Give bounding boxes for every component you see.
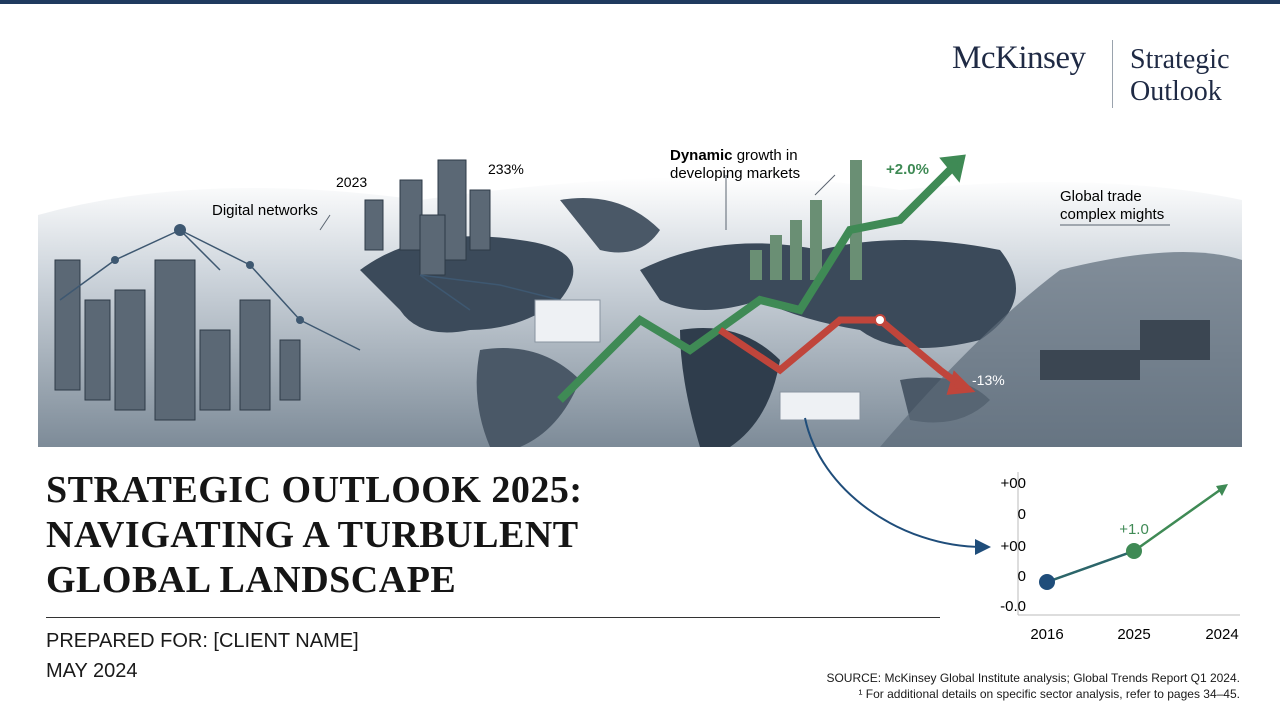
banner-label: 233%	[488, 161, 524, 177]
x-label: 2025	[1117, 626, 1150, 643]
title-line: GLOBAL LANDSCAPE	[46, 559, 457, 601]
x-label: 2016	[1030, 626, 1063, 643]
point-label: +1.0	[1119, 521, 1149, 538]
top-bar	[0, 0, 1280, 4]
y-label: -0.0	[1000, 598, 1026, 615]
y-label: 0	[1018, 506, 1026, 523]
banner-label: developing markets	[670, 165, 800, 182]
banner-label-bold: Dynamic	[670, 147, 733, 164]
y-label: +00	[1001, 538, 1026, 555]
decline-label: -13%	[972, 372, 1005, 388]
title-rule	[46, 617, 940, 618]
banner: Digital networks 2023 233% Dynamic growt…	[38, 147, 1242, 555]
banner-label: Digital networks	[212, 202, 318, 219]
prepared-for: PREPARED FOR: [CLIENT NAME]	[46, 630, 359, 652]
growth-label: +2.0%	[886, 161, 929, 178]
banner-label: growth in	[737, 147, 798, 164]
source: SOURCE: McKinsey Global Institute analys…	[826, 671, 1240, 685]
inset-chart: +1.0 +00 0 +00 0 -0.0 2016 2025 2024	[1000, 472, 1240, 643]
title-line: STRATEGIC OUTLOOK 2025:	[46, 469, 583, 511]
y-label: 0	[1018, 568, 1026, 585]
banner-label: Dynamic growth in	[670, 147, 798, 164]
brand: McKinsey	[952, 40, 1086, 76]
date: MAY 2024	[46, 660, 138, 682]
x-label: 2024	[1205, 626, 1238, 643]
product-line: Outlook	[1130, 76, 1222, 107]
banner-label: complex mights	[1060, 206, 1164, 223]
banner-label: Global trade	[1060, 188, 1142, 205]
y-label: +00	[1001, 475, 1026, 492]
brand-divider	[1112, 40, 1113, 108]
banner-label: 2023	[336, 174, 367, 190]
title-line: NAVIGATING A TURBULENT	[46, 514, 579, 556]
footnote: ¹ For additional details on specific sec…	[858, 687, 1240, 701]
product-line: Strategic	[1130, 44, 1230, 75]
